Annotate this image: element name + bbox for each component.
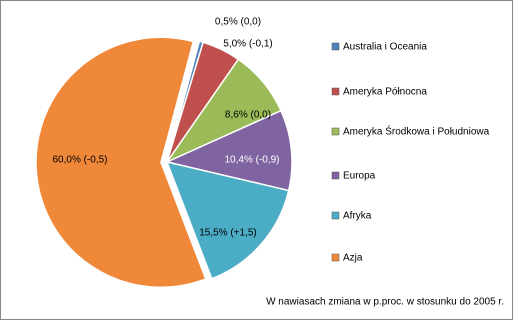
legend-label: Ameryka Północna — [343, 87, 427, 98]
pie-slice — [164, 109, 293, 192]
data-label: 8,6% (0,0) — [225, 110, 271, 121]
legend-swatch — [331, 127, 340, 136]
legend-label: Australia i Oceania — [343, 42, 427, 53]
data-label: 10,4% (-0,9) — [224, 155, 279, 166]
legend-label: Azja — [343, 253, 363, 264]
legend-swatch — [331, 42, 340, 51]
legend-label: Afryka — [343, 211, 372, 222]
legend-swatch — [331, 211, 340, 220]
data-label: 5,0% (-0,1) — [223, 39, 272, 50]
legend-swatch — [331, 87, 340, 96]
legend-swatch — [331, 171, 340, 180]
data-label: 60,0% (-0,5) — [52, 155, 107, 166]
legend-label: Ameryka Środkowa i Południowa — [343, 125, 490, 138]
legend-label: Europa — [343, 171, 376, 182]
data-label: 15,5% (+1,5) — [199, 228, 257, 239]
pie-slice — [35, 36, 207, 289]
data-label: 0,5% (0,0) — [215, 17, 261, 28]
pie-slice — [165, 160, 290, 280]
annotation: W nawiasach zmiana w p.proc. w stosunku … — [266, 297, 504, 308]
legend-swatch — [331, 253, 340, 262]
